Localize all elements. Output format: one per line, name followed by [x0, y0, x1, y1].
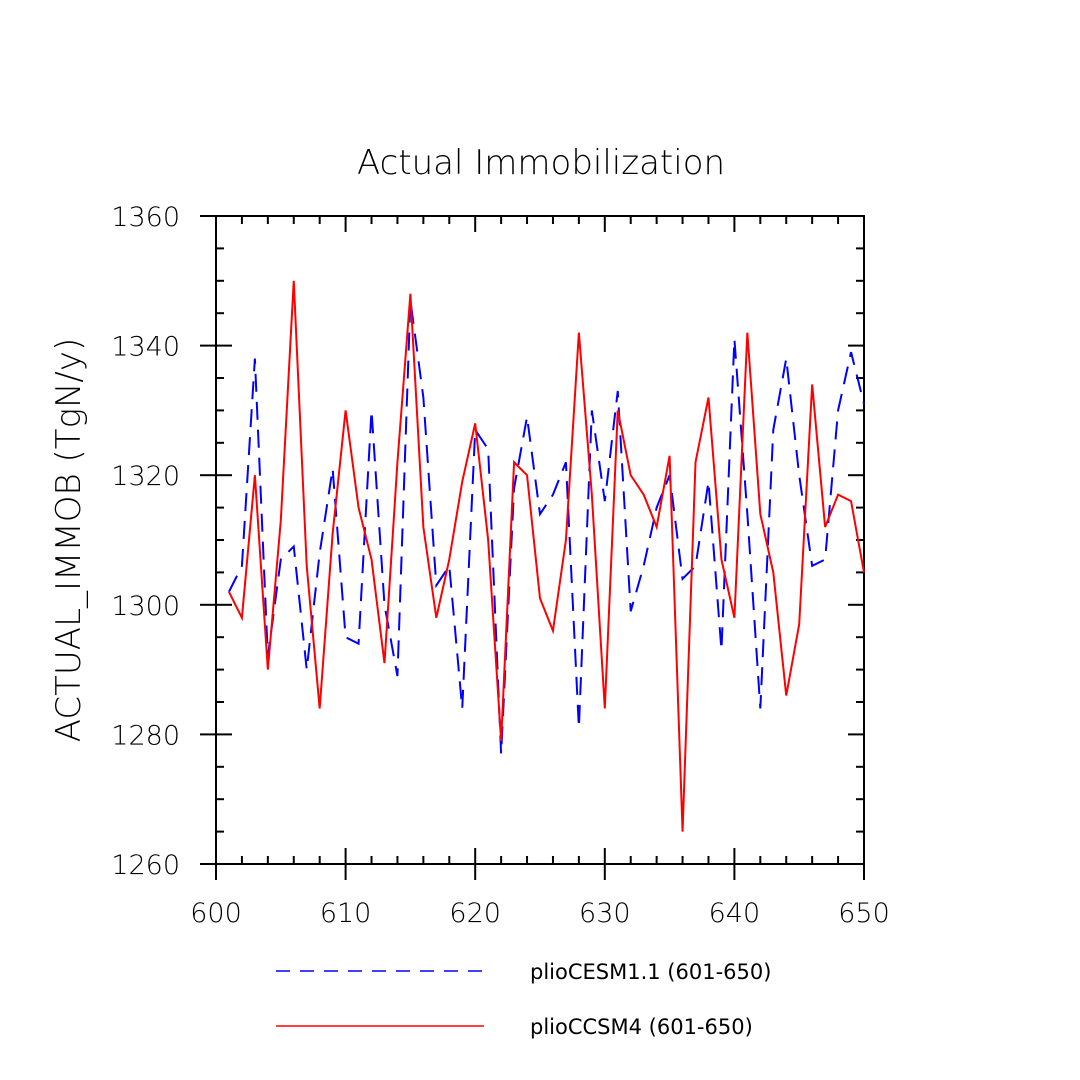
- x-tick-label: 640: [709, 898, 761, 929]
- y-tick-label: 1260: [111, 850, 180, 881]
- legend-label-0: plioCESM1.1 (601-650): [530, 960, 771, 984]
- series-line-0: [228, 300, 865, 754]
- chart-title: Actual Immobilization: [357, 143, 725, 183]
- x-tick-label: 630: [579, 898, 631, 929]
- plot-area: 600 610 620 630 640 650 1260 1280 1300 1320 1340 13…: [111, 202, 889, 929]
- legend-label-1: plioCCSM4 (601-650): [530, 1015, 753, 1039]
- x-tick-label: 650: [838, 898, 890, 929]
- y-tick-label: 1340: [111, 332, 180, 363]
- x-tick-label: 620: [449, 898, 501, 929]
- x-tick-label: 600: [190, 898, 242, 929]
- y-axis-label: ACTUAL_IMMOB (TgN/y): [49, 338, 89, 743]
- y-tick-label: 1300: [111, 591, 180, 622]
- y-tick-label: 1320: [111, 461, 180, 492]
- y-tick-label: 1360: [111, 202, 180, 233]
- legend: plioCESM1.1 (601-650) plioCCSM4 (601-650): [276, 960, 771, 1039]
- series-line-1: [228, 280, 865, 832]
- x-tick-label: 610: [320, 898, 372, 929]
- y-tick-label: 1280: [111, 720, 180, 751]
